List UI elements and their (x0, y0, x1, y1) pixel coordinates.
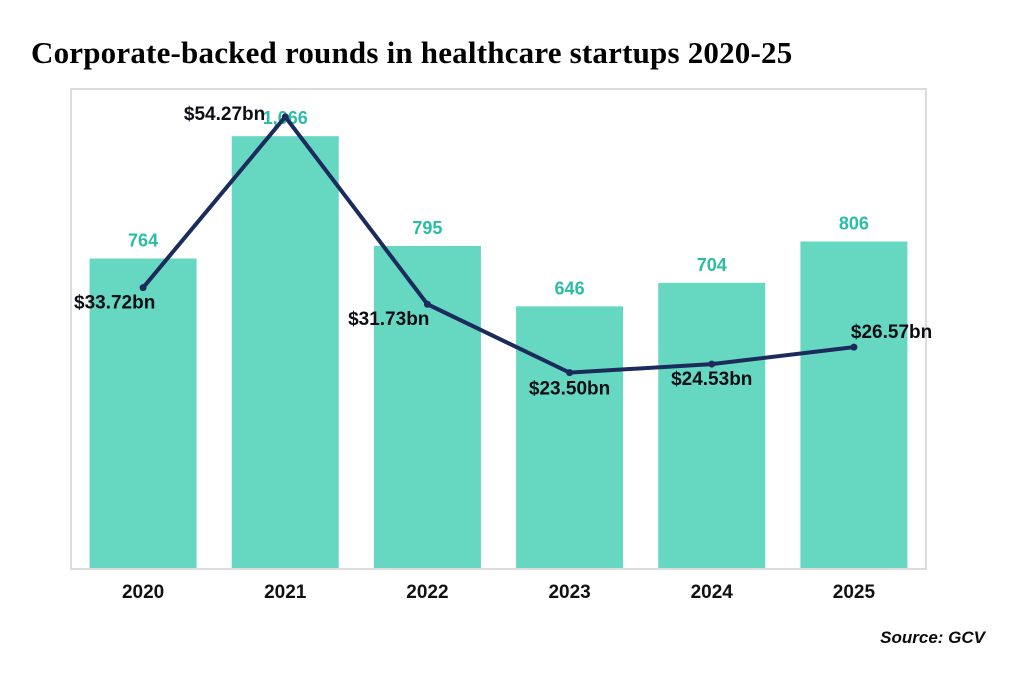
value-point-2020 (139, 284, 147, 292)
axis-label-2021: 2021 (264, 582, 307, 603)
axis-label-2022: 2022 (406, 582, 448, 603)
bar-label-2023: 646 (555, 278, 585, 298)
axis-label-2024: 2024 (691, 582, 734, 603)
value-label-2021: $54.27bn (184, 104, 265, 125)
value-line (141, 113, 856, 375)
value-label-2025: $26.57bn (851, 322, 932, 343)
bar-label-2022: 795 (412, 218, 442, 238)
value-label-2024: $24.53bn (671, 369, 752, 390)
value-point-2021 (281, 113, 289, 121)
value-point-2025 (850, 343, 858, 351)
chart-canvas: 7641,066795646704806$33.72bn$54.27bn$31.… (74, 104, 932, 603)
bar-2020 (89, 258, 197, 568)
bar-2022 (373, 245, 481, 568)
value-point-2024 (708, 360, 716, 368)
value-point-2022 (423, 300, 431, 308)
axis-label-2023: 2023 (548, 582, 590, 603)
bar-2025 (800, 241, 908, 568)
source-credit: Source: GCV (880, 628, 985, 647)
value-point-2023 (566, 369, 574, 377)
bar-label-2025: 806 (839, 214, 869, 234)
bar-2024 (658, 282, 766, 568)
value-label-2020: $33.72bn (74, 293, 155, 314)
bar-label-2024: 704 (697, 255, 727, 275)
bar-2021 (231, 136, 339, 568)
bar-label-2020: 764 (128, 231, 158, 251)
chart-plot-area: 7641,066795646704806$33.72bn$54.27bn$31.… (70, 88, 932, 603)
value-label-2022: $31.73bn (348, 309, 429, 330)
value-label-2023: $23.50bn (529, 379, 610, 400)
axis-label-2025: 2025 (833, 582, 876, 603)
axis-label-2020: 2020 (122, 582, 164, 603)
page-title: Corporate-backed rounds in healthcare st… (31, 34, 793, 70)
bar-2023 (516, 306, 624, 568)
